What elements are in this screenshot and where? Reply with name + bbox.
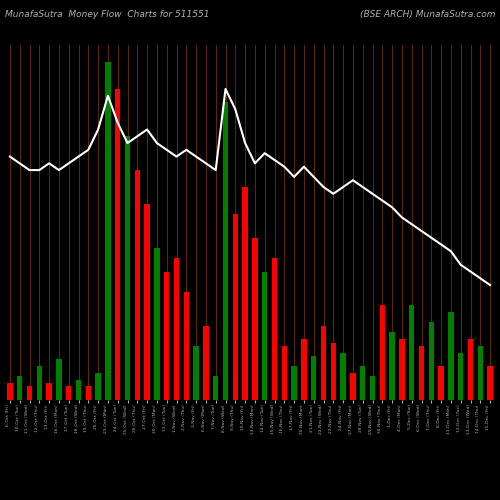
Bar: [390, 332, 395, 400]
Bar: [46, 383, 52, 400]
Bar: [17, 376, 22, 400]
Bar: [223, 102, 228, 400]
Bar: [76, 380, 81, 400]
Bar: [144, 204, 150, 400]
Bar: [282, 346, 287, 400]
Bar: [213, 376, 218, 400]
Bar: [468, 339, 473, 400]
Bar: [125, 136, 130, 400]
Bar: [194, 346, 199, 400]
Bar: [301, 339, 306, 400]
Bar: [232, 214, 238, 400]
Text: (BSE ARCH) MunafaSutra.com: (BSE ARCH) MunafaSutra.com: [360, 10, 495, 19]
Bar: [370, 376, 375, 400]
Bar: [56, 360, 62, 400]
Text: MunafaSutra  Money Flow  Charts for 511551: MunafaSutra Money Flow Charts for 511551: [5, 10, 210, 19]
Bar: [340, 352, 346, 400]
Bar: [164, 272, 170, 400]
Bar: [311, 356, 316, 400]
Bar: [438, 366, 444, 400]
Bar: [134, 170, 140, 400]
Bar: [96, 373, 101, 400]
Bar: [330, 342, 336, 400]
Bar: [428, 322, 434, 400]
Bar: [203, 326, 208, 400]
Bar: [380, 306, 385, 400]
Bar: [292, 366, 297, 400]
Bar: [242, 187, 248, 400]
Bar: [252, 238, 258, 400]
Bar: [419, 346, 424, 400]
Bar: [115, 89, 120, 400]
Bar: [36, 366, 42, 400]
Bar: [321, 326, 326, 400]
Bar: [154, 248, 160, 400]
Bar: [27, 386, 32, 400]
Bar: [478, 346, 483, 400]
Bar: [399, 339, 404, 400]
Bar: [184, 292, 189, 400]
Bar: [66, 386, 71, 400]
Bar: [105, 62, 110, 400]
Bar: [350, 373, 356, 400]
Bar: [448, 312, 454, 400]
Bar: [7, 383, 12, 400]
Bar: [86, 386, 91, 400]
Bar: [488, 366, 493, 400]
Bar: [409, 306, 414, 400]
Bar: [360, 366, 366, 400]
Bar: [458, 352, 464, 400]
Bar: [262, 272, 268, 400]
Bar: [272, 258, 277, 400]
Bar: [174, 258, 179, 400]
